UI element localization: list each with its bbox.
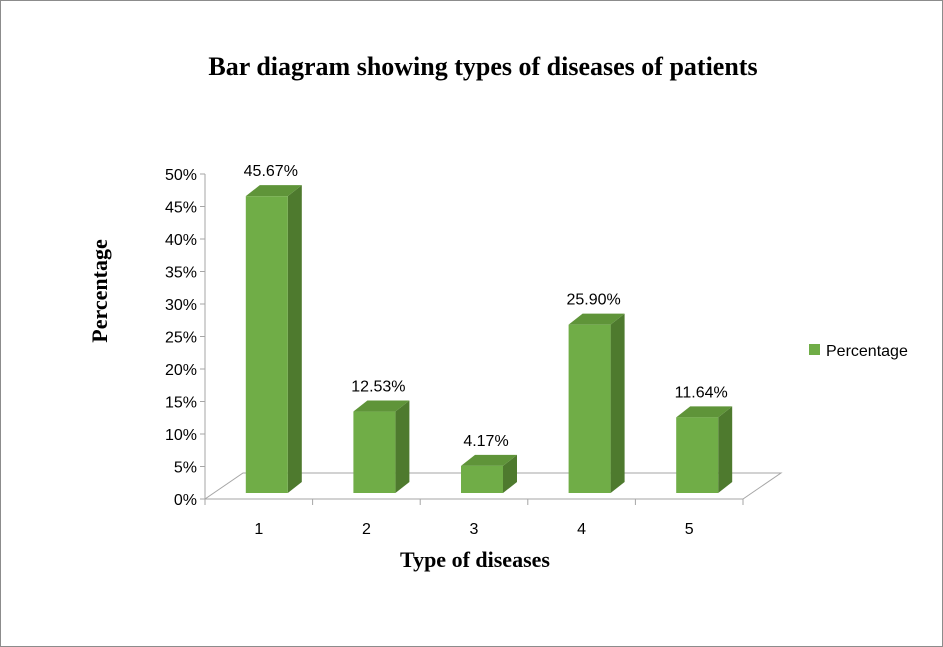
x-tick-label: 3 bbox=[470, 521, 479, 538]
bar-top bbox=[676, 406, 733, 418]
x-tick-label: 5 bbox=[685, 521, 694, 538]
data-label: 12.53% bbox=[351, 379, 405, 396]
y-axis: 0% 5% 10% 15% 20% 25% 30% 35% 40% 45% 50% bbox=[165, 167, 206, 509]
y-axis-title: Percentage bbox=[87, 239, 112, 343]
bar: 4.17% bbox=[461, 433, 517, 493]
data-label: 25.90% bbox=[566, 292, 620, 309]
bar-top bbox=[353, 400, 410, 412]
legend-swatch bbox=[809, 344, 820, 355]
bar: 11.64% bbox=[675, 384, 733, 493]
y-tick-label: 20% bbox=[165, 362, 197, 379]
legend: Percentage bbox=[809, 343, 908, 360]
bar: 25.90% bbox=[566, 292, 625, 493]
bar-front bbox=[353, 411, 396, 493]
x-tick-label: 2 bbox=[362, 521, 371, 538]
data-label: 11.64% bbox=[675, 384, 728, 401]
y-tick-label: 15% bbox=[165, 395, 197, 412]
y-tick-label: 0% bbox=[174, 492, 197, 509]
bar-top bbox=[245, 185, 302, 197]
y-tick-label: 5% bbox=[174, 460, 197, 477]
x-tick-label: 1 bbox=[254, 521, 263, 538]
bar-top bbox=[461, 454, 517, 466]
data-label: 45.67% bbox=[244, 163, 298, 180]
x-axis: 1 2 3 4 5 bbox=[204, 498, 744, 538]
bar-top bbox=[568, 313, 625, 325]
x-axis-title: Type of diseases bbox=[400, 547, 550, 572]
y-tick-label: 35% bbox=[165, 265, 197, 282]
bar-front bbox=[461, 465, 503, 493]
legend-label: Percentage bbox=[826, 343, 908, 360]
y-tick-label: 45% bbox=[165, 200, 197, 217]
y-tick-label: 10% bbox=[165, 427, 197, 444]
y-tick-label: 50% bbox=[165, 167, 197, 184]
bar: 45.67% bbox=[244, 163, 302, 493]
bar-side bbox=[718, 406, 733, 493]
data-label: 4.17% bbox=[463, 433, 508, 450]
bar-series: 45.67% 12.53% 4.17% 25.90% 11.64% bbox=[244, 163, 733, 493]
x-tick-label: 4 bbox=[577, 521, 586, 538]
bar-side bbox=[503, 454, 517, 493]
y-tick-label: 40% bbox=[165, 232, 197, 249]
y-tick-label: 25% bbox=[165, 330, 197, 347]
bar-side bbox=[395, 400, 410, 493]
bar-front bbox=[245, 196, 288, 493]
y-tick-label: 30% bbox=[165, 297, 197, 314]
chart-title: Bar diagram showing types of diseases of… bbox=[208, 52, 757, 81]
bar-side bbox=[287, 185, 302, 493]
bar-side bbox=[610, 313, 625, 493]
bar-front bbox=[568, 324, 611, 493]
bar: 12.53% bbox=[351, 379, 410, 493]
bar-front bbox=[676, 417, 719, 493]
